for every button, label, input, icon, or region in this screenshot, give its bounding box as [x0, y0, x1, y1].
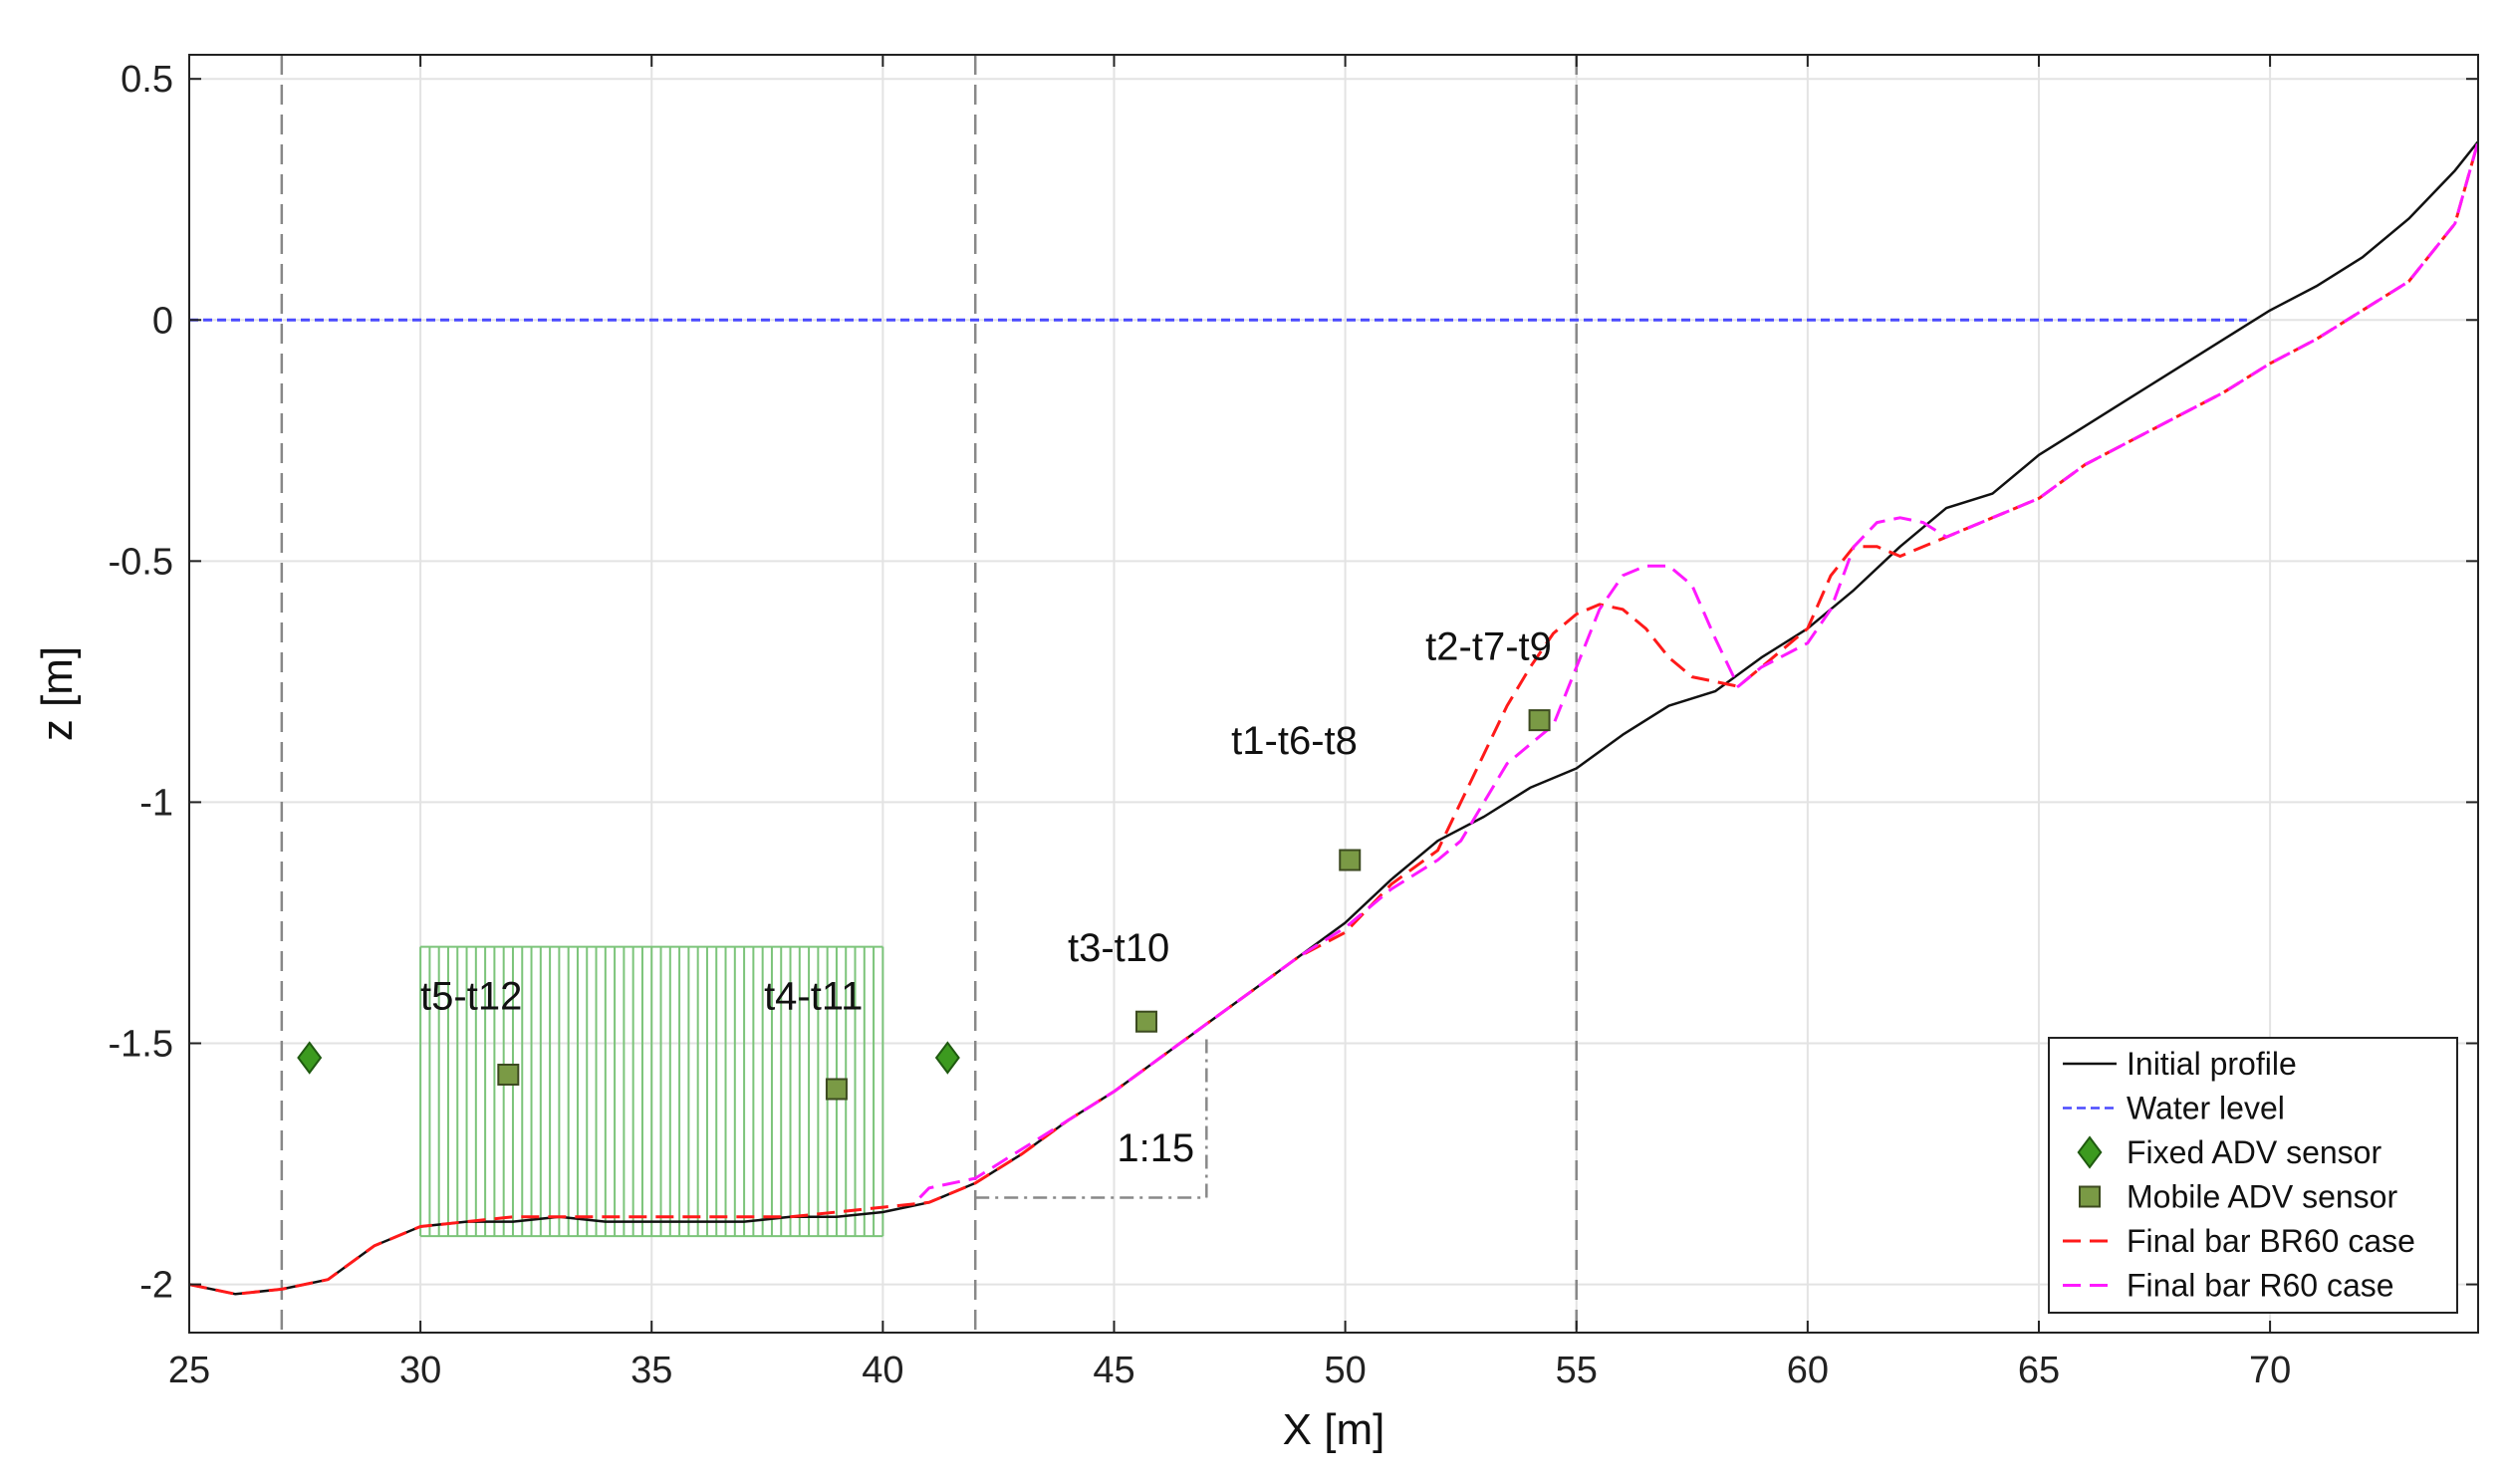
mobile-sensor-marker — [1339, 849, 1362, 871]
sensor-markers — [297, 709, 1551, 1101]
fixed-sensor-marker — [934, 1041, 960, 1075]
y-tick-label: -2 — [139, 1265, 173, 1307]
mobile-sensor-marker — [825, 1078, 848, 1101]
mobile-sensor-marker — [1528, 709, 1551, 732]
legend-swatch-mobile-sensor — [2079, 1185, 2101, 1208]
legend-entry: Initial profile — [2127, 1046, 2297, 1082]
y-tick-label: 0.5 — [121, 59, 173, 101]
x-tick-label: 45 — [1093, 1350, 1134, 1391]
sensor-label: t1-t6-t8 — [1231, 719, 1358, 763]
sensor-labels: t5-t12 t4-t11 t3-t10 t1-t6-t8 t2-t7-t9 — [420, 625, 1552, 1019]
plot-frame — [188, 54, 2479, 1334]
initial-profile-line — [188, 140, 2479, 1296]
legend-entry: Final bar BR60 case — [2127, 1223, 2415, 1259]
sensor-label: t5-t12 — [420, 975, 522, 1019]
x-tick-label: 70 — [2249, 1350, 2291, 1391]
grid — [188, 55, 2478, 1333]
x-tick-label: 35 — [630, 1350, 672, 1391]
legend-entry: Mobile ADV sensor — [2127, 1179, 2397, 1215]
x-tick-label: 60 — [1787, 1350, 1829, 1391]
sensor-label: t3-t10 — [1068, 926, 1169, 970]
legend-box — [2048, 1037, 2458, 1314]
sensor-label: t4-t11 — [764, 975, 863, 1019]
legend-entry: Water level — [2127, 1091, 2285, 1126]
slope-triangle: 1:15 — [975, 1038, 1208, 1199]
x-tick-label: 30 — [399, 1350, 441, 1391]
x-tick-label: 50 — [1324, 1350, 1366, 1391]
legend-entry: Fixed ADV sensor — [2127, 1134, 2382, 1170]
y-tick-label: -1.5 — [109, 1024, 173, 1066]
series-lines — [188, 140, 2480, 1296]
vertical-reference-lines — [280, 55, 1578, 1333]
axis-ticks: 25 30 35 40 45 50 55 60 65 70 -2 -1.5 -1 -0.5 0 0.5 — [109, 55, 2478, 1391]
y-tick-label: -0.5 — [109, 541, 173, 583]
x-tick-label: 25 — [168, 1350, 210, 1391]
slope-label: 1:15 — [1117, 1126, 1194, 1170]
sensor-label: t2-t7-t9 — [1425, 625, 1552, 669]
x-tick-label: 65 — [2018, 1350, 2060, 1391]
mobile-sensor-marker — [497, 1063, 520, 1086]
mobile-sensor-marker — [1134, 1010, 1157, 1033]
x-tick-label: 40 — [862, 1350, 903, 1391]
legend-swatch-fixed-sensor — [2077, 1135, 2103, 1169]
final-bar-r60-case-line — [918, 140, 2480, 1199]
legend-entry: Final bar R60 case — [2127, 1268, 2394, 1304]
y-axis-label: z [m] — [33, 646, 82, 741]
y-tick-label: 0 — [152, 300, 173, 342]
y-tick-label: -1 — [139, 782, 173, 824]
legend: Initial profile Water level Fixed ADV sens… — [2048, 1037, 2458, 1314]
x-axis-label: X [m] — [1283, 1405, 1385, 1454]
x-tick-label: 55 — [1556, 1350, 1598, 1391]
vegetation-field — [419, 945, 884, 1238]
fixed-sensor-marker — [297, 1041, 323, 1075]
